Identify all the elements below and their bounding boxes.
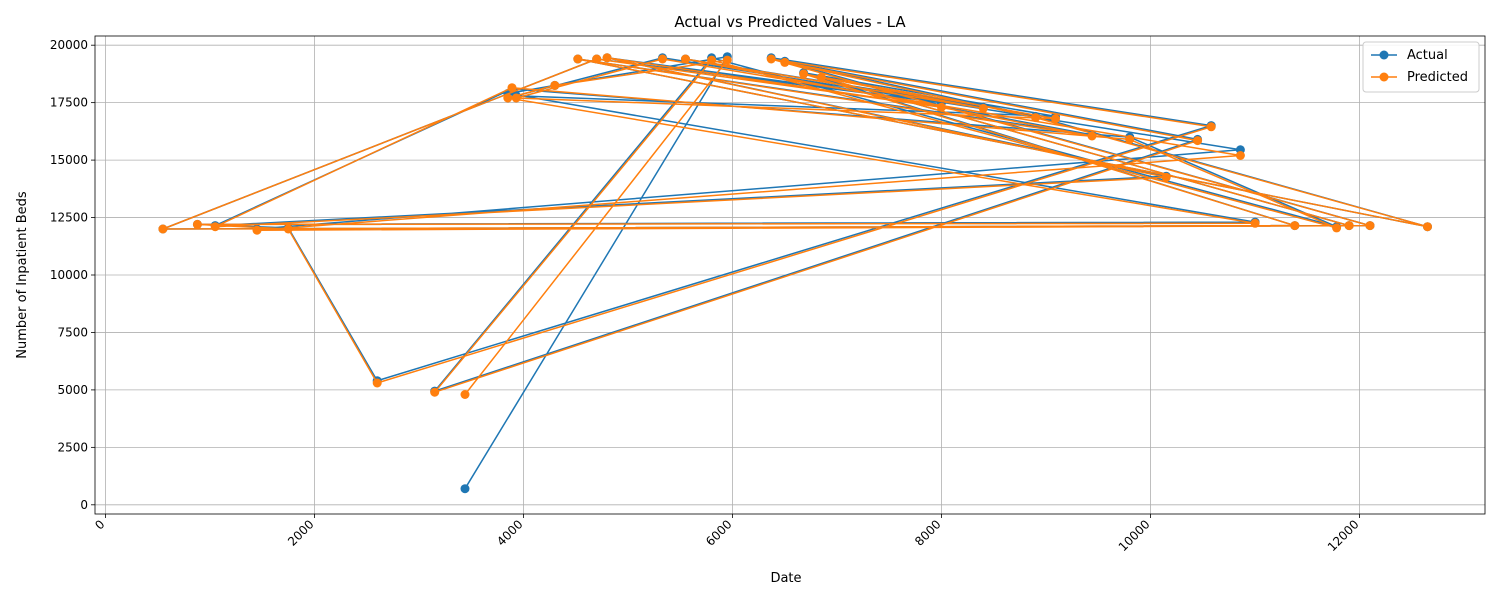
legend-actual-label: Actual — [1407, 48, 1448, 63]
data-point-predicted — [503, 93, 513, 103]
data-point-predicted — [978, 103, 988, 113]
data-point-predicted — [707, 55, 717, 65]
data-point-predicted — [1193, 136, 1203, 146]
data-point-predicted — [1051, 114, 1060, 124]
y-tick-label: 12500 — [50, 211, 88, 225]
x-axis-label: Date — [770, 571, 801, 586]
data-point-predicted — [1423, 222, 1432, 232]
data-point-predicted — [1332, 223, 1342, 233]
data-point-predicted — [1087, 131, 1097, 141]
y-tick-label: 7500 — [57, 325, 88, 339]
y-tick-label: 2500 — [57, 440, 88, 454]
y-axis-label: Number of Inpatient Beds — [15, 191, 30, 359]
data-point-predicted — [1250, 218, 1260, 228]
data-point-actual — [460, 484, 470, 494]
y-tick-label: 20000 — [50, 38, 88, 52]
data-point-predicted — [430, 387, 440, 397]
data-point-predicted — [507, 83, 517, 93]
data-point-predicted — [1290, 221, 1300, 231]
legend: Actual Predicted — [1362, 41, 1480, 93]
legend-actual-marker — [1379, 50, 1389, 60]
y-tick-label: 15000 — [50, 153, 88, 167]
legend-predicted-label: Predicted — [1407, 70, 1468, 85]
data-point-predicted — [1125, 134, 1135, 144]
series-predicted — [158, 53, 1432, 399]
data-point-predicted — [681, 54, 690, 64]
data-point-predicted — [573, 54, 583, 64]
data-point-predicted — [799, 69, 809, 79]
data-point-predicted — [602, 53, 612, 63]
data-point-predicted — [210, 222, 220, 232]
data-point-predicted — [252, 225, 262, 235]
y-tick-label: 17500 — [50, 96, 88, 110]
data-point-predicted — [722, 55, 732, 65]
data-point-predicted — [1031, 113, 1041, 123]
y-tick-label: 5000 — [57, 383, 88, 397]
chart-title: Actual vs Predicted Values - LA — [674, 13, 906, 31]
data-point-predicted — [937, 102, 946, 112]
data-point-predicted — [658, 54, 667, 64]
data-point-predicted — [372, 378, 382, 388]
data-point-predicted — [1161, 172, 1171, 182]
data-point-predicted — [550, 80, 560, 90]
legend-predicted-marker — [1379, 72, 1389, 82]
data-point-predicted — [1365, 221, 1375, 231]
data-point-predicted — [780, 57, 790, 67]
data-point-predicted — [1344, 221, 1354, 231]
series-layer — [158, 52, 1432, 494]
data-point-predicted — [816, 72, 826, 82]
data-point-predicted — [192, 219, 202, 229]
y-tick-label: 10000 — [50, 268, 88, 282]
data-point-predicted — [511, 93, 521, 103]
data-point-predicted — [283, 224, 293, 234]
y-tick-label: 0 — [80, 498, 88, 512]
data-point-predicted — [766, 54, 776, 64]
data-point-predicted — [1235, 151, 1245, 160]
data-point-predicted — [592, 54, 602, 64]
data-point-predicted — [158, 224, 168, 234]
data-point-predicted — [1206, 122, 1216, 132]
data-point-predicted — [460, 390, 470, 399]
